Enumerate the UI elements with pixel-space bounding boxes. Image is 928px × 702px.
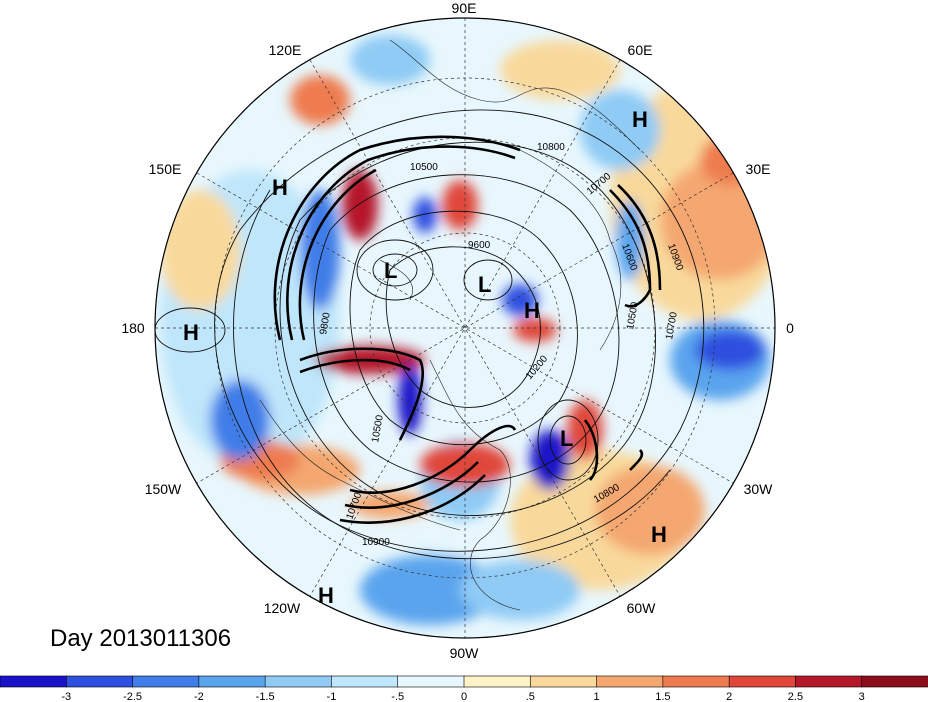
pressure-center-low: L	[478, 272, 491, 297]
colorbar-swatch	[463, 675, 532, 688]
lon-label-30e: 30E	[746, 161, 771, 177]
contour-label: 10500	[370, 414, 386, 444]
pressure-center-high: H	[632, 107, 648, 132]
colorbar-swatch	[397, 675, 465, 688]
pressure-center-high: H	[183, 320, 199, 345]
colorbar-tick-label: 3	[859, 691, 865, 702]
colorbar-swatch	[264, 675, 333, 688]
lon-label-120w: 120W	[264, 600, 301, 616]
colorbar-tick-label: -.5	[391, 691, 404, 702]
contour-label: 10500	[625, 301, 641, 331]
lon-label-60w: 60W	[627, 600, 657, 616]
contour-label: 9800	[318, 311, 333, 335]
colorbar-tick-label: .5	[526, 691, 535, 702]
colorbar-tick-label: -2.5	[123, 691, 142, 702]
colorbar-swatch	[596, 675, 664, 688]
colorbar-swatch	[198, 675, 266, 688]
contour-label: 10700	[664, 311, 680, 341]
colorbar-tick-label: 2.5	[788, 691, 803, 702]
lon-label-180: 180	[121, 320, 145, 336]
pressure-center-high: H	[272, 175, 288, 200]
colorbar-swatch	[728, 675, 797, 688]
colorbar-tick-label: -1.5	[256, 691, 275, 702]
contour-label: 10900	[362, 537, 390, 548]
contour-label: 9600	[468, 240, 491, 251]
jet-contours	[273, 135, 662, 524]
figure-title: Day 2013011306	[50, 625, 231, 652]
colorbar-swatch	[65, 675, 134, 688]
lon-label-0: 0	[786, 320, 794, 336]
pressure-center-high: H	[318, 583, 334, 608]
colorbar-tick-label: 1	[594, 691, 600, 702]
colorbar-tick-label: -1	[327, 691, 337, 702]
colorbar-swatch	[662, 675, 730, 688]
colorbar-tick-label: -2	[194, 691, 204, 702]
colorbar-swatch	[0, 675, 68, 688]
colorbar-swatch	[795, 675, 863, 688]
pressure-center-low: L	[384, 258, 397, 283]
lon-label-120e: 120E	[269, 42, 302, 58]
colorbar-swatch	[331, 675, 399, 688]
colorbar-tick-label: -3	[61, 691, 71, 702]
lon-label-30w: 30W	[744, 481, 774, 497]
lon-label-60e: 60E	[628, 42, 653, 58]
coastlines	[259, 39, 641, 611]
colorbar-tick-label: 1.5	[655, 691, 670, 702]
contour-label: 10500	[410, 162, 438, 173]
anomaly-field	[155, 18, 775, 638]
colorbar-tick-label: 0	[461, 691, 467, 702]
pressure-centers: H H H H L L H L H	[183, 107, 667, 608]
lon-label-90e: 90E	[452, 0, 477, 16]
pressure-center-high: H	[651, 522, 667, 547]
pressure-center-low: L	[560, 426, 573, 451]
lon-label-150w: 150W	[145, 481, 182, 497]
colorbar-swatch	[132, 675, 200, 688]
contour-label: 10800	[537, 142, 565, 153]
map-border	[154, 17, 776, 639]
lon-label-150e: 150E	[149, 161, 182, 177]
colorbar: -3 -2.5 -2 -1.5 -1 -.5 0 .5 1 1.5 2 2.5 3	[0, 675, 928, 702]
colorbar-swatch	[529, 675, 598, 688]
pressure-center-high: H	[524, 298, 540, 323]
lon-label-90w: 90W	[450, 645, 480, 661]
colorbar-swatch	[861, 675, 928, 688]
colorbar-tick-label: 2	[726, 691, 732, 702]
longitude-labels: 90E 60E 30E 0 30W 60W 90W 120W 150W 180 …	[121, 0, 794, 661]
